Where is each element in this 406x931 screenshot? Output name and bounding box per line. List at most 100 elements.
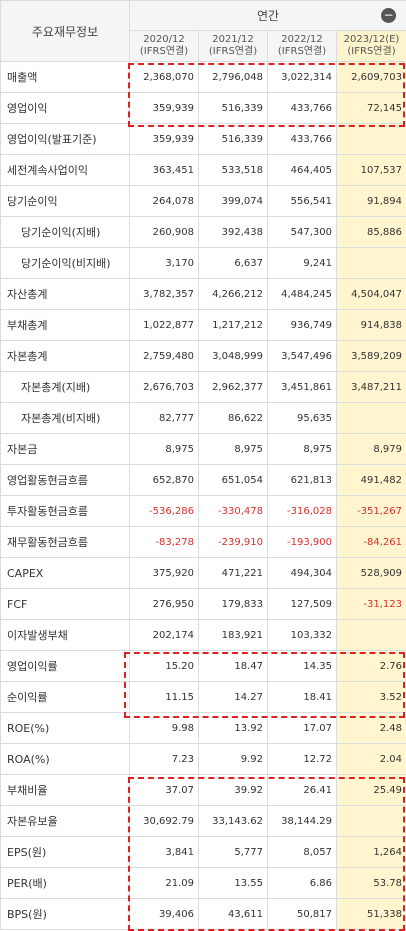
value-cell: 6,637 <box>199 248 268 279</box>
value-cell: -316,028 <box>268 496 337 527</box>
value-cell: 3,782,357 <box>130 279 199 310</box>
value-cell: 85,886 <box>337 217 406 248</box>
value-cell: 2,962,377 <box>199 372 268 403</box>
value-cell: 2,796,048 <box>199 62 268 93</box>
value-cell: 2.76 <box>337 651 406 682</box>
value-cell: 264,078 <box>130 186 199 217</box>
value-cell: 7.23 <box>130 744 199 775</box>
value-cell: 13.55 <box>199 868 268 899</box>
value-cell: 375,920 <box>130 558 199 589</box>
row-label: 세전계속사업이익 <box>1 155 130 186</box>
value-cell: 8,975 <box>130 434 199 465</box>
value-cell: 127,509 <box>268 589 337 620</box>
row-label: 매출액 <box>1 62 130 93</box>
collapse-minus-icon[interactable]: − <box>381 8 396 23</box>
value-cell: 1,264 <box>337 837 406 868</box>
value-cell: -84,261 <box>337 527 406 558</box>
value-cell: 3,022,314 <box>268 62 337 93</box>
value-cell: 39.92 <box>199 775 268 806</box>
value-cell: 25.49 <box>337 775 406 806</box>
value-cell: 3,487,211 <box>337 372 406 403</box>
year-label: 2023/12(E) <box>337 34 406 46</box>
value-cell: 2,676,703 <box>130 372 199 403</box>
value-cell: 9.92 <box>199 744 268 775</box>
value-cell: 14.27 <box>199 682 268 713</box>
value-cell: 6.86 <box>268 868 337 899</box>
value-cell: 9,241 <box>268 248 337 279</box>
value-cell: 53.78 <box>337 868 406 899</box>
value-cell: 3,048,999 <box>199 341 268 372</box>
value-cell: 30,692.79 <box>130 806 199 837</box>
value-cell: 621,813 <box>268 465 337 496</box>
value-cell: 8,057 <box>268 837 337 868</box>
value-cell: -31,123 <box>337 589 406 620</box>
period-group-label: 연간 <box>257 7 279 24</box>
value-cell: 260,908 <box>130 217 199 248</box>
row-label: 부채비율 <box>1 775 130 806</box>
value-cell <box>337 620 406 651</box>
value-cell: 5,777 <box>199 837 268 868</box>
row-label: 자본총계 <box>1 341 130 372</box>
value-cell: 652,870 <box>130 465 199 496</box>
value-cell: 3,547,496 <box>268 341 337 372</box>
row-label: 순이익률 <box>1 682 130 713</box>
year-header-2022: 2022/12 (IFRS연결) <box>268 31 337 62</box>
value-cell: 433,766 <box>268 124 337 155</box>
value-cell: 202,174 <box>130 620 199 651</box>
value-cell: -330,478 <box>199 496 268 527</box>
value-cell: 15.20 <box>130 651 199 682</box>
value-cell: 914,838 <box>337 310 406 341</box>
value-cell: 516,339 <box>199 124 268 155</box>
value-cell: 471,221 <box>199 558 268 589</box>
value-cell: 533,518 <box>199 155 268 186</box>
value-cell: 528,909 <box>337 558 406 589</box>
row-label: 자본유보율 <box>1 806 130 837</box>
value-cell: -536,286 <box>130 496 199 527</box>
value-cell: 516,339 <box>199 93 268 124</box>
row-label: 투자활동현금흐름 <box>1 496 130 527</box>
row-label: 영업이익(발표기준) <box>1 124 130 155</box>
value-cell: 43,611 <box>199 899 268 930</box>
value-cell: 433,766 <box>268 93 337 124</box>
value-cell: 9.98 <box>130 713 199 744</box>
value-cell: 936,749 <box>268 310 337 341</box>
year-label: 2022/12 <box>268 34 336 46</box>
value-cell: 38,144.29 <box>268 806 337 837</box>
value-cell: 8,979 <box>337 434 406 465</box>
value-cell: 95,635 <box>268 403 337 434</box>
row-label: CAPEX <box>1 558 130 589</box>
row-label: FCF <box>1 589 130 620</box>
basis-label: (IFRS연결) <box>130 46 198 58</box>
value-cell: 651,054 <box>199 465 268 496</box>
row-label: 재무활동현금흐름 <box>1 527 130 558</box>
year-label: 2021/12 <box>199 34 267 46</box>
value-cell: 18.41 <box>268 682 337 713</box>
row-label: 당기순이익(비지배) <box>1 248 130 279</box>
value-cell: 494,304 <box>268 558 337 589</box>
value-cell: -351,267 <box>337 496 406 527</box>
value-cell: 3,451,861 <box>268 372 337 403</box>
value-cell: 276,950 <box>130 589 199 620</box>
value-cell: 556,541 <box>268 186 337 217</box>
year-header-2020: 2020/12 (IFRS연결) <box>130 31 199 62</box>
value-cell: 39,406 <box>130 899 199 930</box>
value-cell: 11.15 <box>130 682 199 713</box>
value-cell: 464,405 <box>268 155 337 186</box>
value-cell: 3.52 <box>337 682 406 713</box>
value-cell: 2.04 <box>337 744 406 775</box>
value-cell <box>337 403 406 434</box>
value-cell: 3,589,209 <box>337 341 406 372</box>
